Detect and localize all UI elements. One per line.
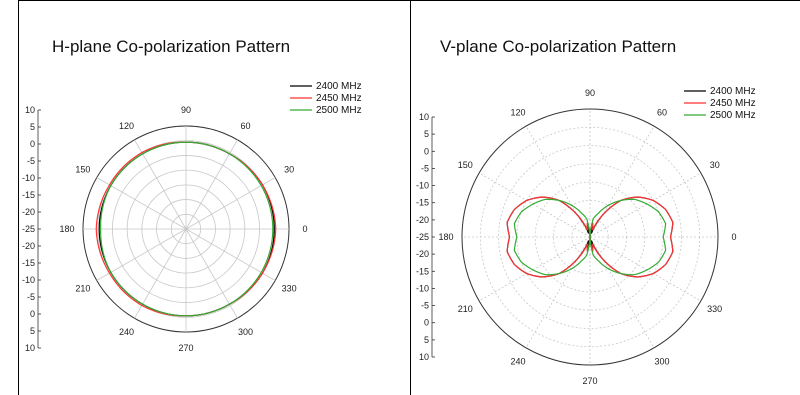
chart1-angle-tick-label: 240 <box>119 327 134 337</box>
chart1-radial-tick-label: -15 <box>22 190 35 200</box>
chart2-angle-tick-label: 90 <box>585 88 595 98</box>
chart2-title: V-plane Co-polarization Pattern <box>440 37 676 56</box>
chart2-angle-tick-label: 150 <box>458 160 473 170</box>
chart1-title: H-plane Co-polarization Pattern <box>52 37 290 56</box>
chart2-group: V-plane Co-polarization Pattern 0 30 60 90 12… <box>416 37 756 386</box>
chart1-radial-tick-label: -20 <box>22 241 35 251</box>
chart1-radial-tick-label: 0 <box>30 309 35 319</box>
chart1-radial-tick-label: -25 <box>22 224 35 234</box>
chart1-grid-spoke <box>185 228 238 319</box>
chart2-angle-tick-label: 120 <box>510 107 525 117</box>
chart2-grid-spoke <box>589 236 702 302</box>
chart1-angle-tick-label: 90 <box>181 105 191 115</box>
chart2-series-3-line <box>513 198 667 276</box>
chart1-grid-spoke <box>96 228 187 281</box>
chart1-angle-tick-label: 150 <box>75 165 90 175</box>
panel-divider <box>410 0 411 395</box>
chart2-grid-spoke <box>525 125 591 238</box>
chart2-grid-ring <box>498 145 682 329</box>
chart1-grid-spoke <box>185 139 238 230</box>
chart1-angle-tick-label: 120 <box>119 121 134 131</box>
chart1-group: H-plane Co-polarization Pattern 0 30 60 90 12… <box>22 37 362 353</box>
chart1-angle-tick-label: 300 <box>238 327 253 337</box>
chart2-grid-spoke <box>589 236 655 349</box>
chart2-grid-ring <box>571 218 609 256</box>
chart1-radial-tick-label: -5 <box>27 292 35 302</box>
chart1-legend-label: 2500 MHz <box>316 105 362 116</box>
chart2-radial-tick-label: -15 <box>416 198 429 208</box>
chart1-radial-tick-label: -20 <box>22 207 35 217</box>
chart1-grid-spoke <box>185 177 276 230</box>
chart2-series-2-line <box>506 196 674 278</box>
chart2-radial-tick-label: -25 <box>416 232 429 242</box>
chart2-angle-tick-label: 270 <box>582 376 597 386</box>
chart1-radial-tick-label: -10 <box>22 173 35 183</box>
chart2-grid-ring <box>534 181 646 293</box>
chart1-radial-tick-label: 5 <box>30 122 35 132</box>
chart1-grid-spoke <box>134 139 187 230</box>
chart2-angle-tick-label: 30 <box>710 160 720 170</box>
left-panel-border <box>18 0 19 395</box>
chart2-legend-label: 2500 MHz <box>710 110 756 121</box>
chart1-angle-tick-label: 210 <box>75 284 90 294</box>
chart1-radial-tick-label: 10 <box>25 105 35 115</box>
chart2-angle-tick-label: 210 <box>458 304 473 314</box>
chart2-radial-tick-label: -20 <box>416 215 429 225</box>
chart2-radial-tick-label: -10 <box>416 181 429 191</box>
chart2-radial-tick-label: -5 <box>421 163 429 173</box>
chart2-radial-tick-label: 5 <box>424 335 429 345</box>
chart2-legend-label: 2450 MHz <box>710 98 756 109</box>
chart2-radial-tick-label: -15 <box>416 266 429 276</box>
chart2-radial-tick-label: -5 <box>421 301 429 311</box>
chart1-grid-spoke <box>134 228 187 319</box>
chart2-grid-ring <box>461 108 719 366</box>
chart2-grid-spoke <box>525 236 591 349</box>
chart1-radial-tick-label: 10 <box>25 343 35 353</box>
chart2-angle-tick-label: 240 <box>510 357 525 367</box>
chart1-grid-spoke <box>185 228 276 281</box>
chart1-series-3-line <box>100 141 274 317</box>
chart1-grid-spoke <box>96 177 187 230</box>
chart2-angle-tick-label: 330 <box>707 304 722 314</box>
chart1-legend-label: 2400 MHz <box>316 81 362 92</box>
chart2-grid-spoke <box>589 172 702 238</box>
chart2-radial-tick-label: -10 <box>416 283 429 293</box>
chart1-radial-tick-label: 0 <box>30 139 35 149</box>
chart2-radial-tick-label: 0 <box>424 318 429 328</box>
chart2-radial-tick-label: 10 <box>419 352 429 362</box>
chart1-angle-tick-label: 180 <box>59 224 74 234</box>
chart1-radial-tick-label: -10 <box>22 275 35 285</box>
chart1-angle-tick-label: 270 <box>178 343 193 353</box>
chart1-angle-tick-label: 330 <box>282 284 297 294</box>
chart1-radial-tick-label: -15 <box>22 258 35 268</box>
chart1-radial-tick-label: 5 <box>30 326 35 336</box>
chart1-angle-tick-label: 0 <box>302 224 307 234</box>
chart2-angle-tick-label: 0 <box>731 232 736 242</box>
chart2-grid-spoke <box>478 172 591 238</box>
chart1-angle-tick-label: 30 <box>284 165 294 175</box>
chart2-radial-tick-label: 5 <box>424 129 429 139</box>
chart1-angle-tick-label: 60 <box>240 121 250 131</box>
chart2-angle-tick-label: 60 <box>657 107 667 117</box>
chart2-grid-spoke <box>589 125 655 238</box>
chart2-angle-tick-label: 180 <box>438 232 453 242</box>
chart2-angle-tick-label: 300 <box>654 357 669 367</box>
chart2-grid-spoke <box>478 236 591 302</box>
chart2-radial-tick-label: 0 <box>424 146 429 156</box>
chart2-legend-label: 2400 MHz <box>710 86 756 97</box>
chart2-radial-tick-label: 10 <box>419 112 429 122</box>
chart1-legend-label: 2450 MHz <box>316 93 362 104</box>
chart1-radial-tick-label: -5 <box>27 156 35 166</box>
chart2-radial-tick-label: -20 <box>416 249 429 259</box>
top-border <box>18 0 800 1</box>
